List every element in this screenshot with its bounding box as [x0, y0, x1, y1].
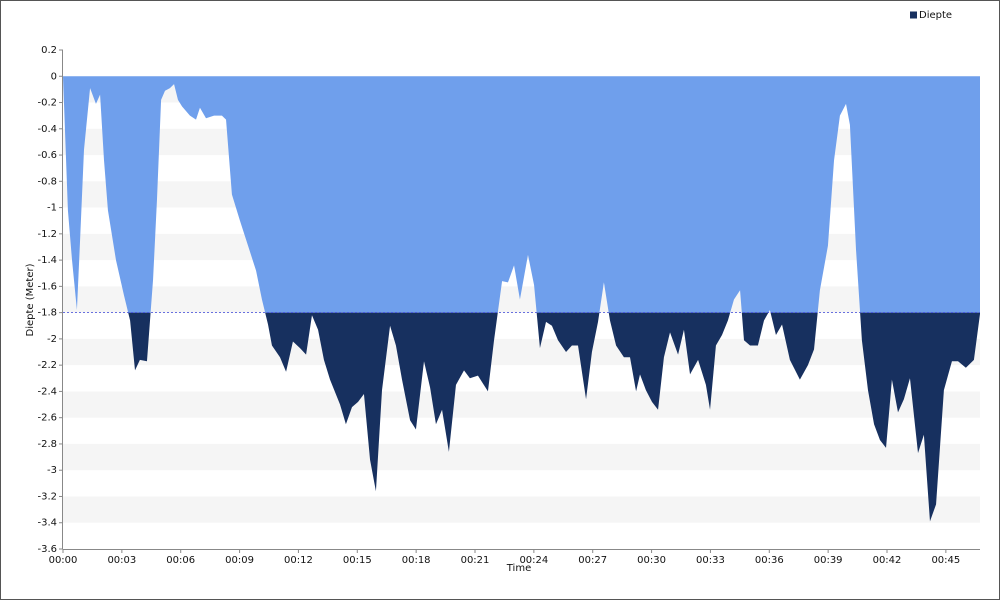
y-tick-label: -0.4 — [37, 124, 57, 135]
x-tick-label: 00:18 — [402, 555, 431, 566]
x-tick-label: 00:45 — [931, 555, 960, 566]
y-tick-label: -0.6 — [37, 150, 57, 161]
y-tick-label: 0 — [51, 71, 57, 82]
y-tick-label: -2 — [47, 334, 57, 345]
y-tick-label: -3.6 — [37, 544, 57, 555]
y-tick-label: -1.8 — [37, 308, 57, 319]
grid-band — [63, 496, 980, 523]
y-tick-label: -2.6 — [37, 413, 57, 424]
y-tick-label: -1 — [47, 203, 57, 214]
grid-band — [63, 443, 980, 471]
legend-swatch — [910, 11, 917, 19]
area-below-threshold — [128, 312, 980, 522]
y-tick-label: -1.2 — [37, 229, 57, 240]
y-tick-label: -1.4 — [37, 255, 57, 266]
x-tick-label: 00:30 — [637, 555, 666, 566]
x-tick-label: 00:39 — [814, 555, 843, 566]
grid-band — [63, 338, 980, 366]
y-tick-label: -3 — [47, 465, 57, 476]
x-tick-label: 00:12 — [284, 555, 313, 566]
x-tick-label: 00:09 — [225, 555, 254, 566]
y-tick-label: -0.8 — [37, 176, 57, 187]
x-tick-label: 00:03 — [107, 555, 136, 566]
grid-band — [63, 391, 980, 418]
x-tick-label: 00:00 — [49, 555, 78, 566]
y-tick-label: -0.2 — [37, 98, 57, 109]
x-tick-label: 00:21 — [461, 555, 490, 566]
x-tick-label: 00:36 — [755, 555, 784, 566]
x-tick-label: 00:15 — [343, 555, 372, 566]
x-tick-label: 00:27 — [578, 555, 607, 566]
x-tick-label: 00:42 — [873, 555, 902, 566]
y-tick-label: -3.2 — [37, 491, 57, 502]
legend-label: Diepte — [919, 10, 952, 21]
y-tick-label: -2.2 — [37, 360, 57, 371]
y-tick-label: -2.8 — [37, 439, 57, 450]
x-tick-label: 00:06 — [166, 555, 195, 566]
x-axis-label: Time — [506, 563, 531, 574]
x-tick-label: 00:24 — [519, 555, 548, 566]
y-tick-label: -1.6 — [37, 281, 57, 292]
y-tick-label: -2.4 — [37, 386, 57, 397]
x-tick-label: 00:33 — [696, 555, 725, 566]
y-tick-label: 0.2 — [41, 45, 57, 56]
y-axis-label: Diepte (Meter) — [25, 263, 36, 336]
area-above-threshold — [63, 76, 980, 313]
y-tick-label: -3.4 — [37, 518, 57, 529]
